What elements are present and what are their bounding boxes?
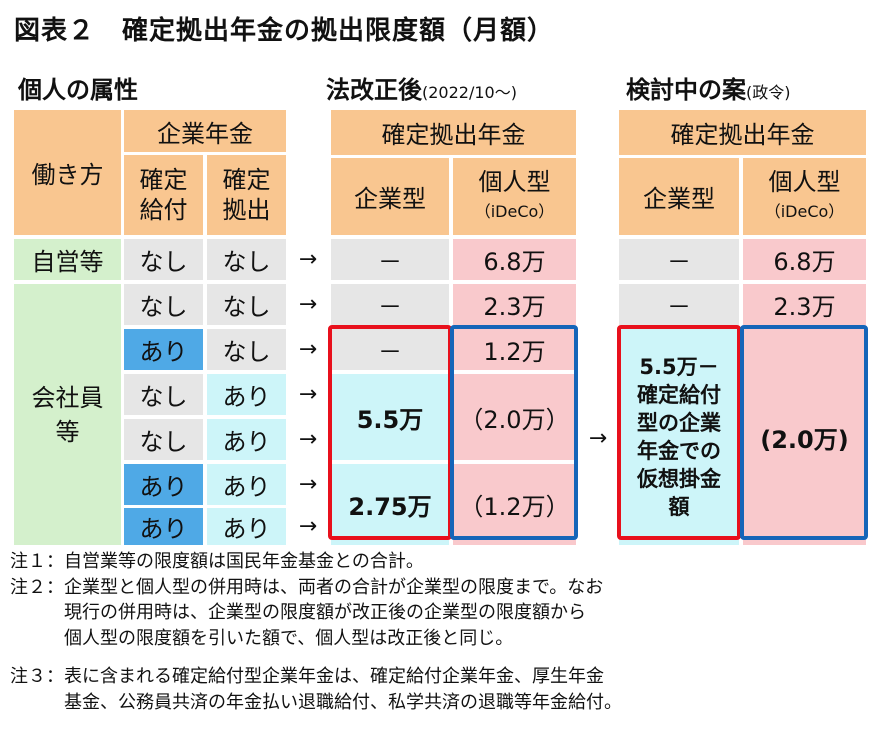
r2-plan-corp: － xyxy=(619,284,739,325)
r3-arrow: → xyxy=(298,337,318,362)
header-plan-individual-type: 個人型 （iDeCo） xyxy=(743,158,866,235)
law-corp-275: 2.75万 xyxy=(331,464,449,545)
header-defined-benefit: 確定 給付 xyxy=(124,155,203,235)
r7-db: あり xyxy=(124,508,203,545)
r1-plan-corp: － xyxy=(619,239,739,280)
plan-corp-highlight xyxy=(617,325,741,540)
r6-arrow: → xyxy=(298,472,318,497)
employee-line1: 会社員 xyxy=(31,383,104,412)
plan-section-heading: 検討中の案(政令) xyxy=(626,70,791,105)
plan-corp-line6: 額 xyxy=(668,495,690,519)
plan-ind-value: (2.0万) xyxy=(743,329,866,545)
attribute-section-heading: 個人の属性 xyxy=(18,76,138,104)
header-plan-dc: 確定拠出年金 xyxy=(619,110,866,155)
r3-law-corp: － xyxy=(331,329,449,370)
r4-arrow: → xyxy=(298,382,318,407)
r2-law-ind: 2.3万 xyxy=(453,284,576,325)
page-title: 図表２ 確定拠出年金の拠出限度額（月額） xyxy=(14,16,555,46)
r1-dc: なし xyxy=(207,239,286,280)
r1-arrow: → xyxy=(298,247,318,272)
plan-section-sub: (政令) xyxy=(746,83,791,102)
note-3-line1: 注３：表に含まれる確定給付型企業年金は、確定給付企業年金、厚生年金 xyxy=(10,666,604,687)
header-plan-ind-line2: （iDeCo） xyxy=(764,201,845,221)
header-dc-line2: 拠出 xyxy=(222,196,271,224)
row-employee-label: 会社員 等 xyxy=(14,284,121,545)
r3-law-ind: 1.2万 xyxy=(453,329,576,370)
header-plan-ind-line1: 個人型 xyxy=(768,167,841,196)
r1-plan-ind: 6.8万 xyxy=(743,239,866,280)
r6-db: あり xyxy=(124,464,203,505)
header-law-corp-type: 企業型 xyxy=(331,158,449,235)
r4-dc: あり xyxy=(207,374,286,415)
header-plan-corp-type: 企業型 xyxy=(619,158,739,235)
r5-dc: あり xyxy=(207,419,286,460)
r7-arrow: → xyxy=(298,514,318,539)
r7-dc: あり xyxy=(207,508,286,545)
note-2-line3: 個人型の限度額を引いた額で、個人型は改正後と同じ。 xyxy=(64,628,514,649)
r1-law-corp: － xyxy=(331,239,449,280)
header-defined-contribution: 確定 拠出 xyxy=(207,155,286,235)
law-section-heading: 法改正後(2022/10～) xyxy=(326,70,517,105)
note-1: 注１：自営業等の限度額は国民年金基金との合計。 xyxy=(10,551,424,572)
header-law-ind-line1: 個人型 xyxy=(478,167,551,196)
r4-db: なし xyxy=(124,374,203,415)
note-2-line2: 現行の併用時は、企業型の限度額が改正後の企業型の限度額から xyxy=(64,602,586,623)
r5-arrow: → xyxy=(298,427,318,452)
header-work-style: 働き方 xyxy=(14,110,121,235)
r2-dc: なし xyxy=(207,284,286,325)
note-2-line1: 注２：企業型と個人型の併用時は、両者の合計が企業型の限度まで。なお xyxy=(10,577,604,598)
note-3-line2: 基金、公務員共済の年金払い退職給付、私学共済の退職等年金給付。 xyxy=(64,692,622,713)
r3-dc: なし xyxy=(207,329,286,370)
header-law-ind-line2: （iDeCo） xyxy=(474,201,555,221)
plan-corp-line1: 5.5万－ xyxy=(639,355,719,379)
r5-db: なし xyxy=(124,419,203,460)
r2-arrow: → xyxy=(298,292,318,317)
header-db-line2: 給付 xyxy=(139,196,188,224)
r6-dc: あり xyxy=(207,464,286,505)
plan-corp-line2: 確定給付 xyxy=(637,383,721,407)
employee-line2: 等 xyxy=(55,417,80,446)
law-ind-12: （1.2万） xyxy=(453,464,576,545)
law-section-main: 法改正後 xyxy=(326,76,422,104)
plan-ind-highlight xyxy=(740,325,868,540)
plan-corp-line5: 仮想掛金 xyxy=(637,467,721,491)
header-db-line1: 確定 xyxy=(139,166,188,194)
r3-db: あり xyxy=(124,329,203,370)
header-corporate-pension: 企業年金 xyxy=(124,110,286,152)
r1-law-ind: 6.8万 xyxy=(453,239,576,280)
header-law-dc: 確定拠出年金 xyxy=(331,110,576,155)
law-corp-55: 5.5万 xyxy=(331,374,449,460)
r2-plan-ind: 2.3万 xyxy=(743,284,866,325)
plan-corp-line4: 年金での xyxy=(637,439,721,463)
law-ind-highlight xyxy=(450,325,578,540)
plan-corp-value: 5.5万－ 確定給付 型の企業 年金での 仮想掛金 額 xyxy=(619,329,739,545)
header-dc-line1: 確定 xyxy=(222,166,271,194)
r2-db: なし xyxy=(124,284,203,325)
law-corp-highlight xyxy=(328,325,452,540)
law-ind-20: （2.0万） xyxy=(453,374,576,460)
plan-corp-line3: 型の企業 xyxy=(637,411,721,435)
header-law-individual-type: 個人型 （iDeCo） xyxy=(453,158,576,235)
r1-db: なし xyxy=(124,239,203,280)
r2-law-corp: － xyxy=(331,284,449,325)
law-to-plan-arrow: → xyxy=(588,425,608,451)
row-self-employed-label: 自営等 xyxy=(14,239,121,280)
law-section-sub: (2022/10～) xyxy=(422,83,517,102)
plan-section-main: 検討中の案 xyxy=(626,76,746,104)
